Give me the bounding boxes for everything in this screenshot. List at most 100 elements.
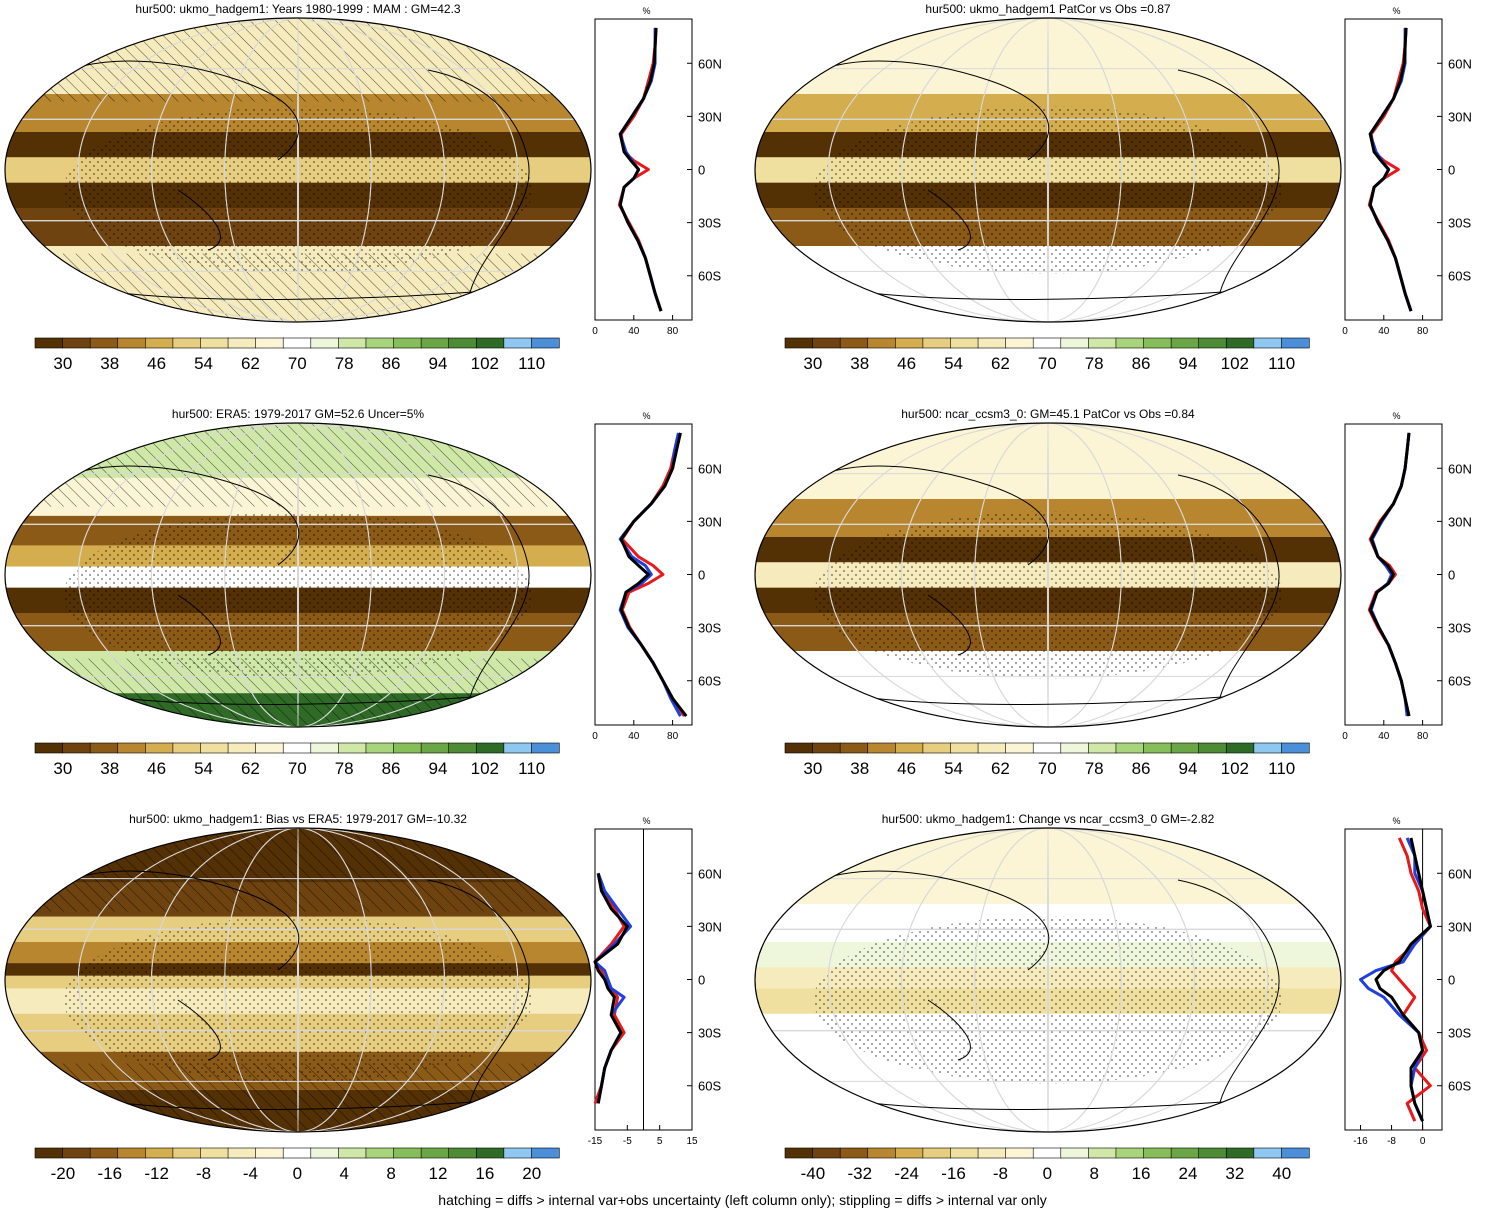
colorbar-swatch bbox=[227, 1147, 257, 1159]
colorbar-tick-label: 78 bbox=[335, 759, 354, 778]
colorbar-swatch bbox=[255, 742, 284, 754]
colorbar-swatch bbox=[282, 337, 312, 349]
map-outline bbox=[754, 17, 1342, 323]
colorbar-swatch bbox=[145, 1147, 174, 1159]
colorbar-swatch bbox=[255, 1147, 284, 1159]
colorbar-swatch bbox=[812, 742, 841, 754]
graticule-meridian bbox=[77, 828, 519, 1132]
profile-lat-label: 60N bbox=[1448, 866, 1472, 881]
colorbar-swatch bbox=[393, 1147, 422, 1159]
colorbar-swatch bbox=[503, 1147, 533, 1159]
colorbar-swatch bbox=[867, 337, 896, 349]
panel-p6: hur500: ukmo_hadgem1: Change vs ncar_ccs… bbox=[754, 812, 1472, 1183]
colorbar-tick-label: 20 bbox=[522, 1164, 541, 1183]
map-outline bbox=[4, 827, 592, 1133]
map-area bbox=[5, 18, 591, 322]
colorbar-tick-label: 78 bbox=[335, 354, 354, 373]
colorbar-tick-label: 70 bbox=[1038, 759, 1057, 778]
graticule-meridian bbox=[151, 18, 445, 322]
colorbar-swatch bbox=[282, 1147, 312, 1159]
profile-line-obs bbox=[618, 27, 663, 312]
colorbar-swatch bbox=[784, 337, 814, 349]
colorbar-swatch bbox=[531, 337, 560, 349]
colorbar-swatch bbox=[1143, 337, 1172, 349]
colorbar-swatch bbox=[420, 1147, 450, 1159]
zonal-profile: % 60N 30N 0 30S 60S 0 40 80 bbox=[1342, 6, 1472, 337]
profile-x-label: 40 bbox=[628, 731, 640, 742]
colorbar-tick-label: 0 bbox=[293, 1164, 302, 1183]
colorbar-tick-label: 70 bbox=[288, 759, 307, 778]
profile-x-label: 15 bbox=[686, 1136, 698, 1147]
colorbar-tick-label: -16 bbox=[941, 1164, 966, 1183]
colorbar-tick-label: 110 bbox=[518, 354, 545, 373]
colorbar-tick-label: 94 bbox=[1178, 759, 1197, 778]
colorbar-swatch bbox=[922, 1147, 952, 1159]
profile-x-label: 0 bbox=[592, 731, 598, 742]
profile-frame bbox=[594, 423, 693, 726]
graticule-meridian bbox=[224, 423, 372, 727]
profile-lat-label: 30N bbox=[698, 109, 722, 124]
colorbar-tick-label: -40 bbox=[801, 1164, 826, 1183]
coastline bbox=[97, 1099, 499, 1110]
profile-x-label: 80 bbox=[1417, 326, 1429, 337]
colorbar-tick-label: 46 bbox=[897, 759, 916, 778]
colorbar-tick-label: 110 bbox=[1268, 759, 1295, 778]
graticule-meridian bbox=[974, 18, 1122, 322]
colorbar-swatch bbox=[393, 742, 422, 754]
graticule-meridian bbox=[297, 18, 299, 322]
colorbar-tick-label: 62 bbox=[991, 354, 1010, 373]
colorbar-tick-label: 94 bbox=[428, 759, 447, 778]
map-area bbox=[755, 828, 1341, 1132]
profile-unit-label: % bbox=[642, 411, 650, 421]
profile-line-mmm bbox=[1368, 27, 1413, 312]
colorbar-tick-label: 70 bbox=[1038, 354, 1057, 373]
colorbar: 30 38 46 54 62 70 78 86 94 102 110 bbox=[34, 742, 560, 778]
profile-line-mmm bbox=[619, 432, 688, 718]
coastline bbox=[797, 60, 1050, 161]
map-area bbox=[5, 828, 591, 1132]
colorbar-swatch bbox=[1143, 742, 1172, 754]
map-outline bbox=[4, 422, 592, 728]
colorbar-tick-label: -24 bbox=[894, 1164, 919, 1183]
colorbar-tick-label: -8 bbox=[993, 1164, 1008, 1183]
colorbar-swatch bbox=[172, 742, 202, 754]
colorbar-tick-label: 46 bbox=[897, 354, 916, 373]
colorbar: -40 -32 -24 -16 -8 0 8 16 24 32 40 bbox=[784, 1147, 1310, 1183]
colorbar-swatch bbox=[1281, 742, 1310, 754]
profile-line-obs bbox=[1368, 27, 1413, 312]
colorbar-swatch bbox=[867, 742, 896, 754]
graticule-meridian bbox=[1047, 423, 1049, 727]
colorbar-swatch bbox=[117, 337, 146, 349]
colorbar-swatch bbox=[145, 742, 174, 754]
colorbar-tick-label: 16 bbox=[1132, 1164, 1151, 1183]
colorbar-swatch bbox=[448, 337, 477, 349]
profile-x-label: 80 bbox=[1417, 731, 1429, 742]
graticule-meridian bbox=[827, 423, 1269, 727]
colorbar-swatch bbox=[977, 1147, 1007, 1159]
colorbar-swatch bbox=[117, 742, 146, 754]
colorbar-tick-label: 30 bbox=[53, 354, 72, 373]
map-area bbox=[755, 18, 1341, 322]
colorbar-tick-label: -4 bbox=[243, 1164, 258, 1183]
panel-title: hur500: ukmo_hadgem1: Bias vs ERA5: 1979… bbox=[129, 812, 467, 826]
profile-x-label: 0 bbox=[1342, 731, 1348, 742]
colorbar-tick-label: 110 bbox=[518, 759, 545, 778]
colorbar-swatch bbox=[145, 337, 174, 349]
colorbar-swatch bbox=[1225, 1147, 1255, 1159]
profile-x-label: 0 bbox=[592, 326, 598, 337]
panel-title: hur500: ukmo_hadgem1: Years 1980-1999 : … bbox=[135, 2, 461, 16]
zonal-profile: % 60N 30N 0 30S 60S -15 -5 5 15 bbox=[588, 816, 722, 1147]
profile-unit-label: % bbox=[1392, 6, 1400, 16]
colorbar: 30 38 46 54 62 70 78 86 94 102 110 bbox=[784, 742, 1310, 778]
colorbar-swatch bbox=[338, 742, 367, 754]
colorbar-swatch bbox=[1115, 742, 1145, 754]
profile-lat-label: 0 bbox=[1448, 163, 1455, 178]
profile-lat-label: 60S bbox=[698, 1079, 721, 1094]
colorbar-swatch bbox=[338, 337, 367, 349]
profile-lat-label: 0 bbox=[698, 163, 705, 178]
colorbar-swatch bbox=[1032, 1147, 1062, 1159]
profile-x-label: 40 bbox=[628, 326, 640, 337]
graticule-meridian bbox=[151, 423, 445, 727]
coastline bbox=[797, 870, 1050, 971]
coastline bbox=[47, 465, 300, 566]
